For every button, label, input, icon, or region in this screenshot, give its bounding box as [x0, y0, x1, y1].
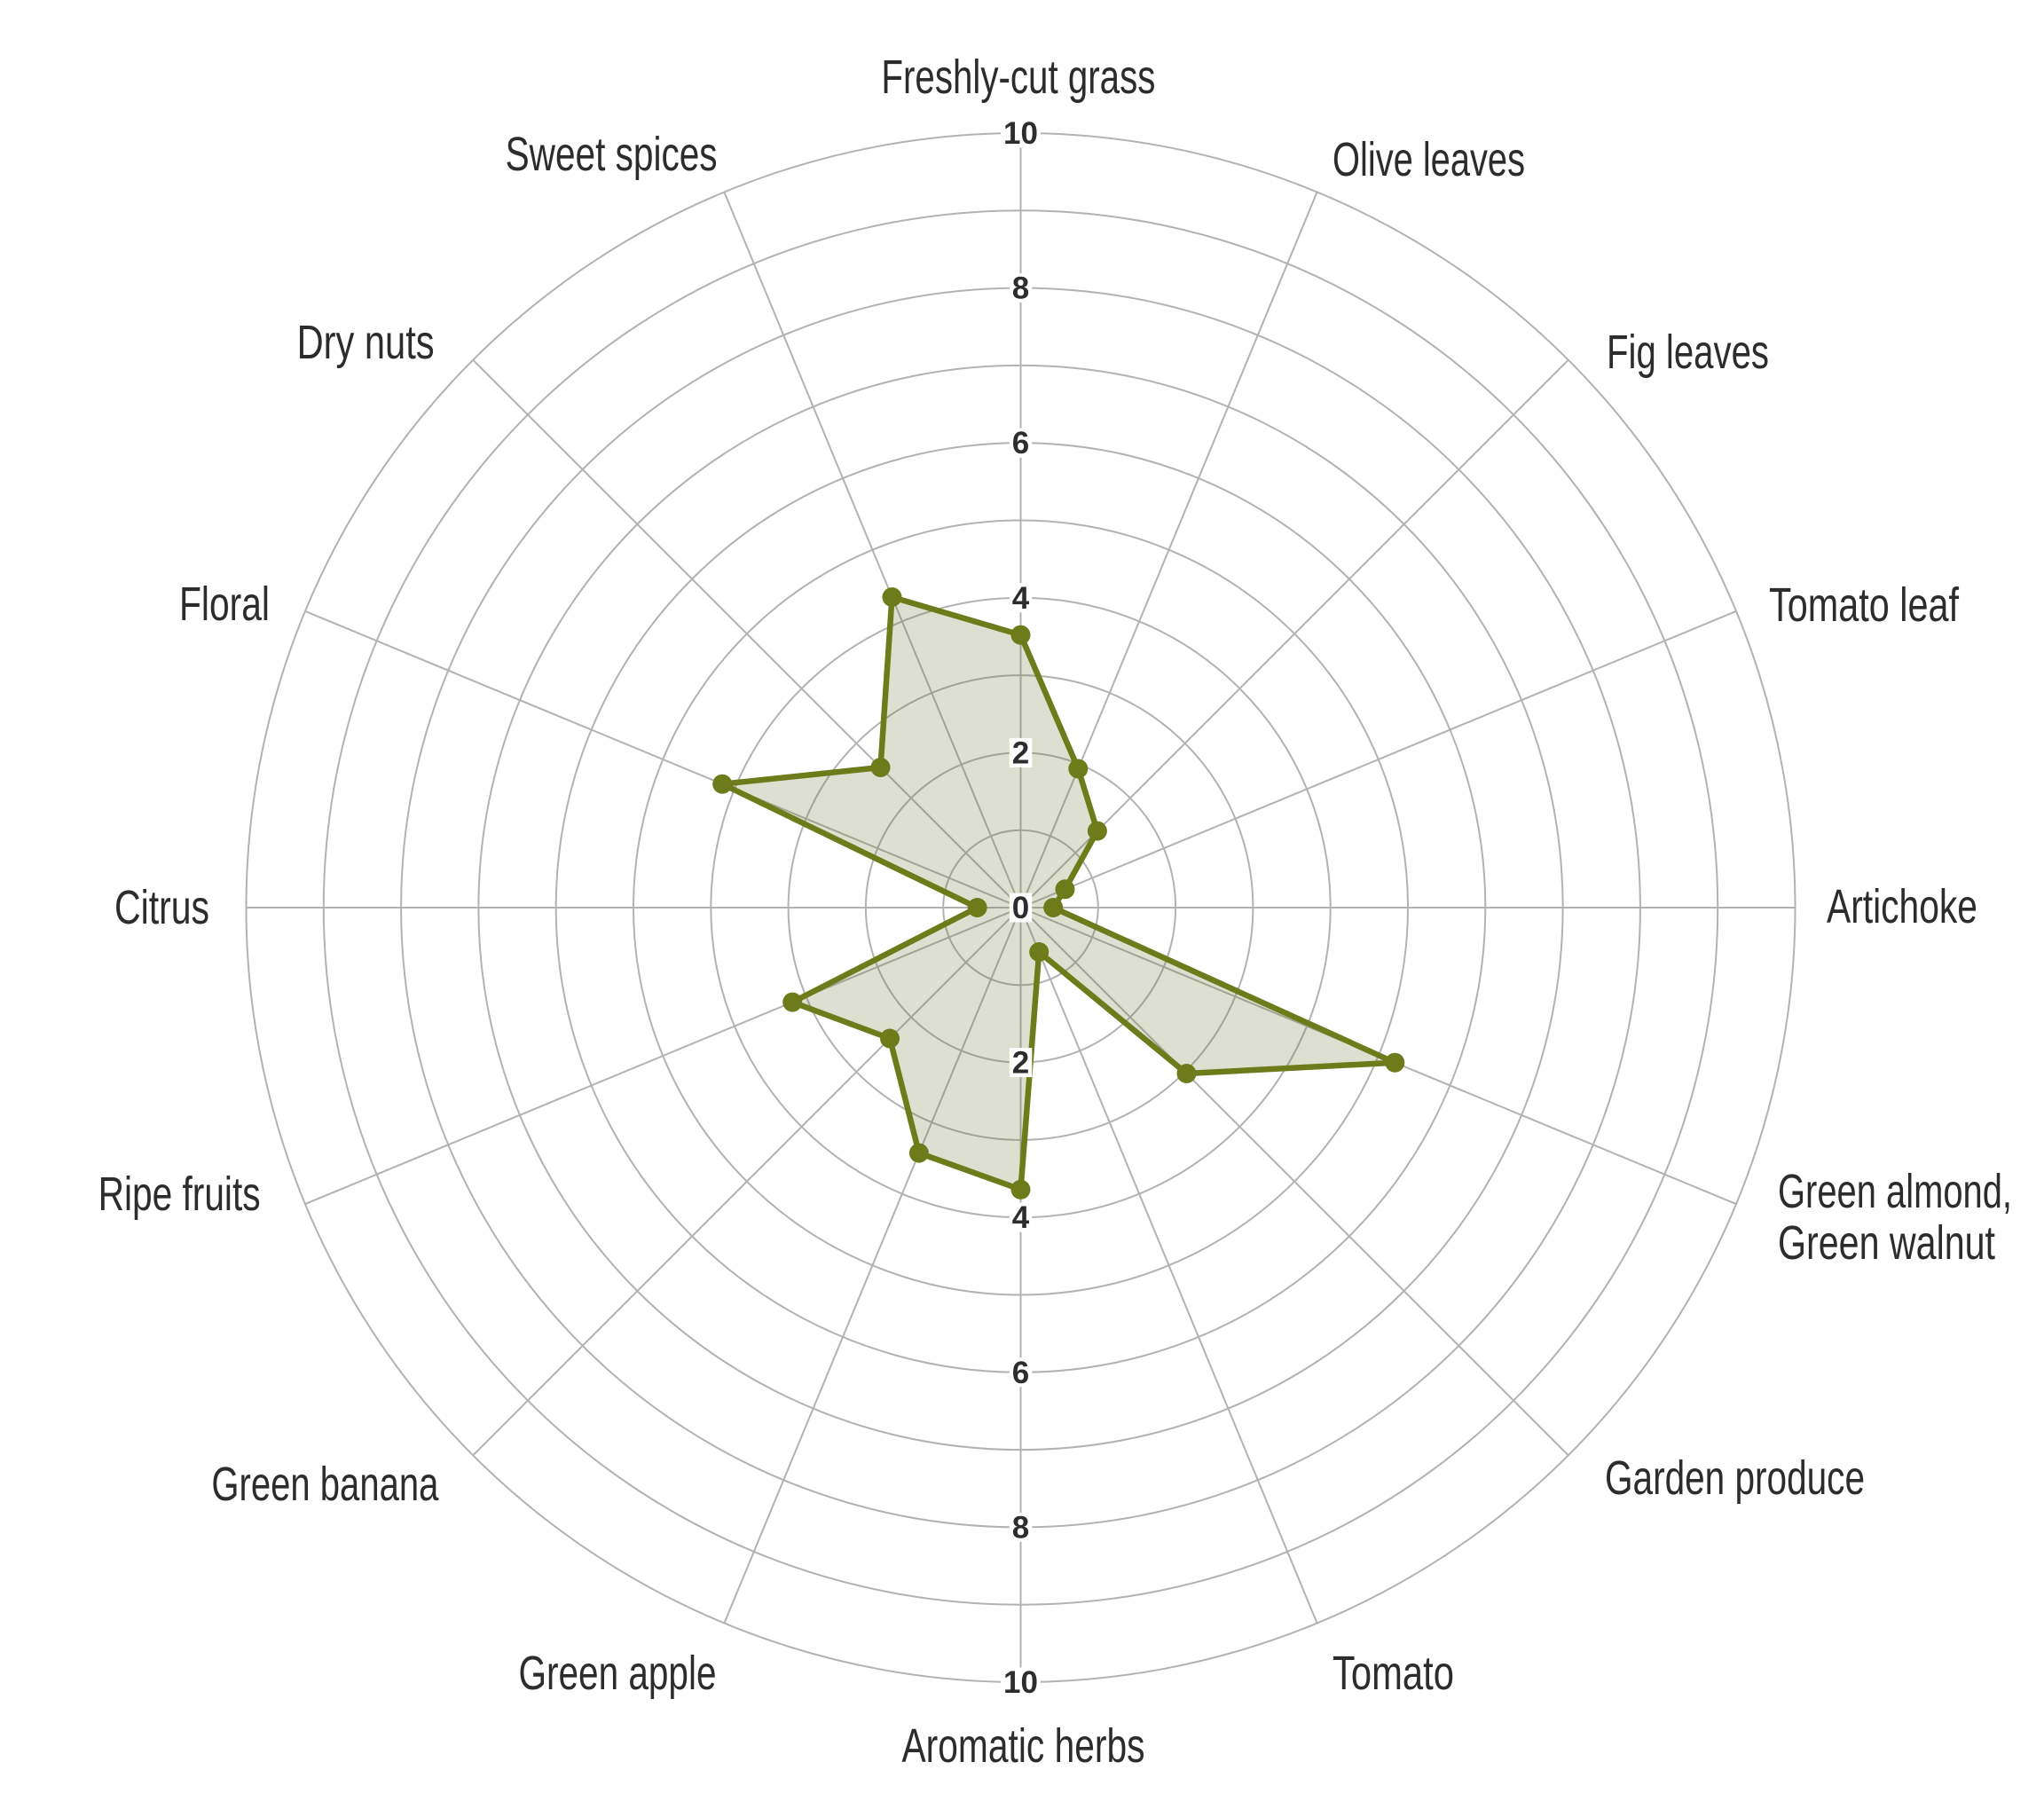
svg-text:Ripe fruits: Ripe fruits [98, 1168, 261, 1221]
svg-text:Garden produce: Garden produce [1605, 1451, 1865, 1505]
svg-text:Sweet spices: Sweet spices [506, 128, 718, 181]
svg-text:10: 10 [1003, 1665, 1038, 1700]
svg-text:4: 4 [1012, 1200, 1030, 1235]
svg-text:Olive leaves: Olive leaves [1333, 133, 1525, 186]
svg-text:Green almond,: Green almond, [1778, 1165, 2012, 1218]
svg-text:2: 2 [1012, 735, 1029, 770]
svg-text:Tomato leaf: Tomato leaf [1769, 578, 1960, 632]
svg-text:Freshly-cut grass: Freshly-cut grass [881, 51, 1155, 104]
svg-text:0: 0 [1012, 891, 1029, 925]
svg-text:Aromatic herbs: Aromatic herbs [902, 1719, 1145, 1773]
svg-text:Green walnut: Green walnut [1778, 1216, 1995, 1270]
svg-text:Floral: Floral [179, 578, 270, 631]
svg-text:6: 6 [1012, 426, 1029, 460]
svg-text:8: 8 [1012, 271, 1029, 306]
svg-text:Artichoke: Artichoke [1827, 880, 1977, 933]
svg-text:Green apple: Green apple [519, 1647, 717, 1700]
svg-text:Fig leaves: Fig leaves [1607, 326, 1769, 379]
svg-text:2: 2 [1012, 1046, 1029, 1081]
svg-text:Green banana: Green banana [211, 1458, 439, 1511]
svg-text:8: 8 [1012, 1510, 1029, 1545]
svg-text:Tomato: Tomato [1333, 1647, 1454, 1700]
svg-text:Dry nuts: Dry nuts [297, 316, 435, 369]
svg-text:6: 6 [1012, 1356, 1029, 1390]
svg-text:4: 4 [1012, 581, 1030, 616]
svg-text:Citrus: Citrus [114, 881, 209, 934]
svg-text:10: 10 [1003, 116, 1038, 151]
